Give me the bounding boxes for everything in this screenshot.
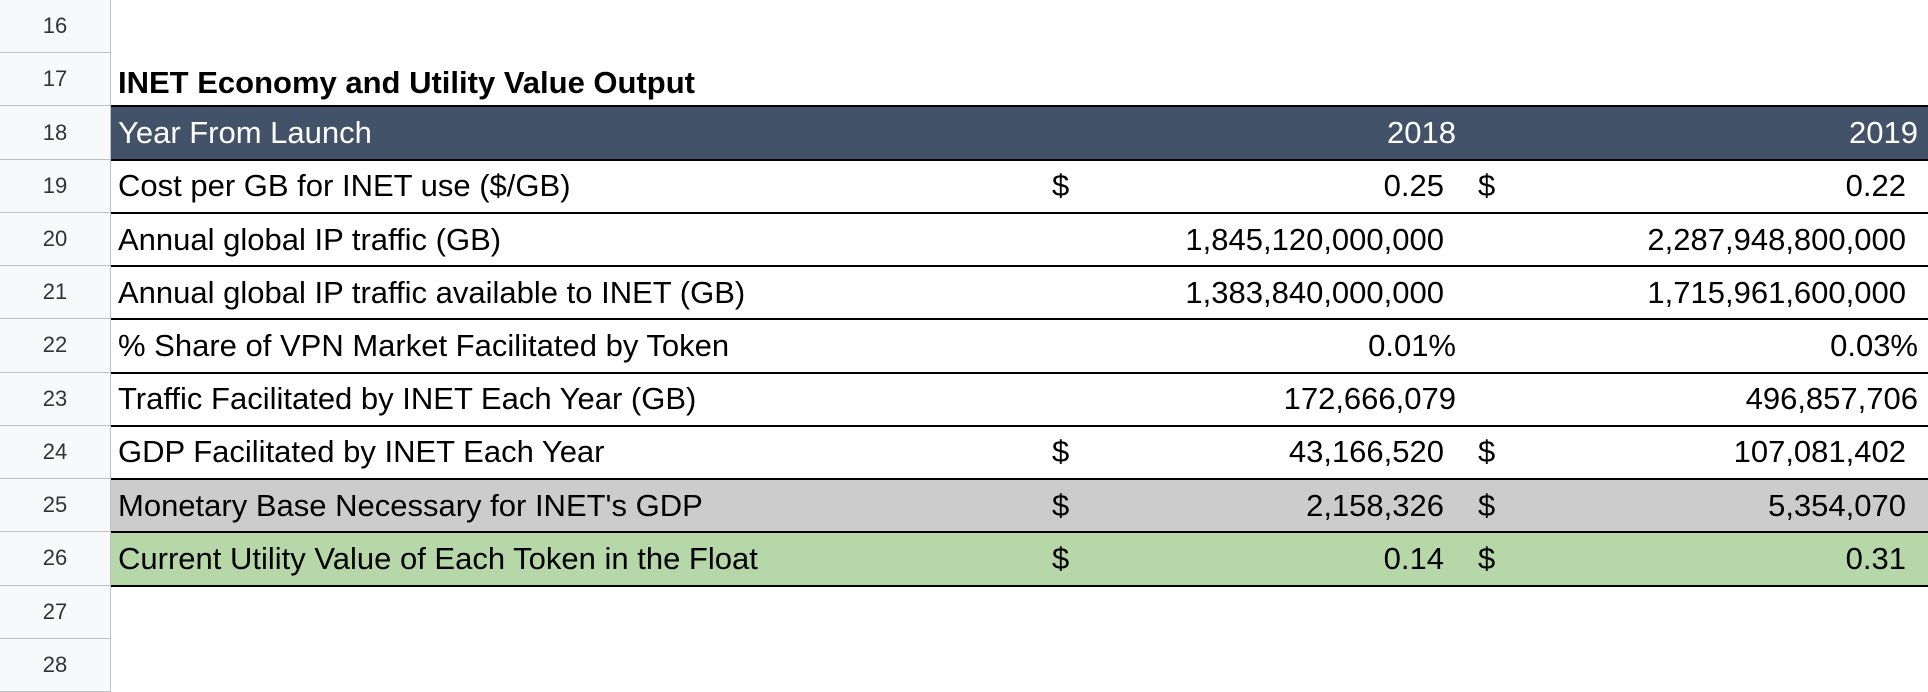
row-label: Cost per GB for INET use ($/GB)	[118, 168, 571, 204]
row-border	[111, 318, 1928, 321]
currency-symbol: $	[1052, 487, 1070, 523]
header-year: 2018	[1387, 115, 1456, 151]
cell-value: 0.01%	[1368, 327, 1456, 363]
cell-value: 172,666,079	[1283, 381, 1456, 417]
cell-value: 43,166,520	[1288, 434, 1444, 470]
cell-value: 0.22	[1845, 168, 1906, 204]
cell-value: 2,287,948,800,000	[1647, 221, 1906, 257]
row-border	[111, 478, 1928, 481]
currency-symbol: $	[1478, 540, 1496, 576]
cell-value: 5,354,070	[1768, 487, 1906, 523]
header-label: Year From Launch	[118, 115, 372, 151]
row-border	[111, 584, 1928, 587]
currency-symbol: $	[1052, 540, 1070, 576]
row-number: 21	[0, 266, 111, 320]
cell-value: 0.14	[1383, 540, 1444, 576]
header-bg	[111, 106, 1928, 160]
row-number: 18	[0, 106, 111, 160]
row-number: 16	[0, 0, 111, 54]
row-number: 28	[0, 638, 111, 692]
row-label: Annual global IP traffic available to IN…	[118, 274, 746, 310]
row-label: % Share of VPN Market Facilitated by Tok…	[118, 327, 730, 363]
currency-symbol: $	[1052, 168, 1070, 204]
row-label: GDP Facilitated by INET Each Year	[118, 434, 605, 470]
row-label: Monetary Base Necessary for INET's GDP	[118, 487, 703, 523]
currency-symbol: $	[1478, 487, 1496, 523]
row-label: Traffic Facilitated by INET Each Year (G…	[118, 381, 697, 417]
row-border	[111, 424, 1928, 427]
currency-symbol: $	[1478, 168, 1496, 204]
row-label: Annual global IP traffic (GB)	[118, 221, 502, 257]
row-border	[111, 211, 1928, 214]
row-border	[111, 105, 1928, 108]
cell-value: 0.03%	[1830, 327, 1918, 363]
row-border	[111, 531, 1928, 534]
row-number: 26	[0, 532, 111, 586]
row-border	[111, 158, 1928, 161]
cell-value: 1,715,961,600,000	[1647, 274, 1906, 310]
cell-value: 2,158,326	[1306, 487, 1444, 523]
row-number: 20	[0, 212, 111, 267]
currency-symbol: $	[1478, 434, 1496, 470]
row-border	[111, 265, 1928, 268]
cell-value: 0.31	[1845, 540, 1906, 576]
row-number: 25	[0, 479, 111, 533]
row-border	[111, 371, 1928, 374]
row-fill	[111, 532, 1928, 586]
row-fill	[111, 479, 1928, 533]
row-label: Current Utility Value of Each Token in t…	[118, 540, 758, 576]
cell-value: 0.25	[1383, 168, 1444, 204]
cell-value: 496,857,706	[1745, 381, 1918, 417]
table-title: INET Economy and Utility Value Output	[118, 64, 695, 100]
row-number: 27	[0, 585, 111, 639]
row-number: 22	[0, 319, 111, 373]
row-number: 24	[0, 425, 111, 480]
cell-value: 1,383,840,000,000	[1185, 274, 1444, 310]
row-number: 23	[0, 372, 111, 426]
header-year: 2019	[1849, 115, 1918, 151]
currency-symbol: $	[1052, 434, 1070, 470]
row-number: 17	[0, 53, 111, 107]
cell-value: 107,081,402	[1733, 434, 1906, 470]
cell-value: 1,845,120,000,000	[1185, 221, 1444, 257]
row-number: 19	[0, 159, 111, 213]
